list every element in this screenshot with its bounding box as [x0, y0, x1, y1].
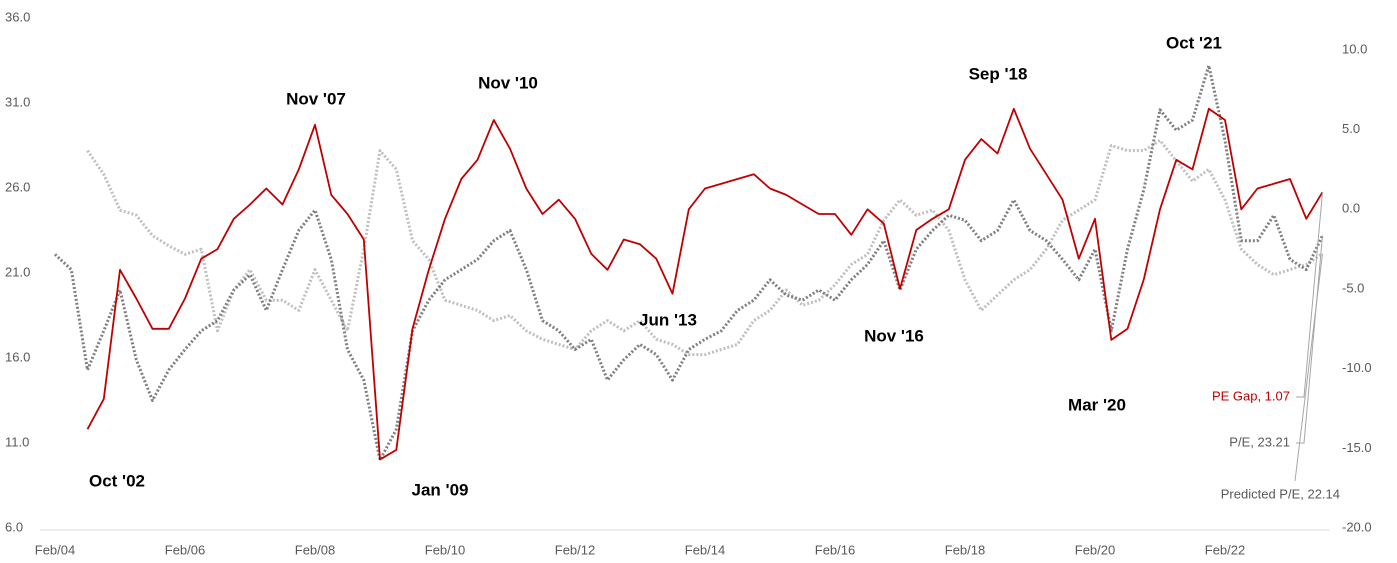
y-tick-label: 21.0 — [5, 264, 30, 279]
leader-line — [1296, 235, 1323, 444]
x-tick-label: Feb/12 — [555, 542, 595, 557]
y-tick-label: 11.0 — [5, 434, 29, 449]
leader-line — [1296, 192, 1323, 398]
y-tick-label: 36.0 — [5, 9, 30, 24]
annotation: Nov '07 — [286, 89, 346, 108]
y2-tick-label: -10.0 — [1342, 360, 1372, 375]
leader-line — [1294, 253, 1323, 482]
x-tick-label: Feb/06 — [165, 542, 205, 557]
annotation: Jan '09 — [412, 480, 469, 499]
annotation: Nov '10 — [478, 73, 538, 92]
x-tick-label: Feb/16 — [815, 542, 855, 557]
x-tick-label: Feb/22 — [1205, 542, 1245, 557]
series-line — [53, 64, 1324, 462]
y2-tick-label: -5.0 — [1342, 280, 1364, 295]
annotation: Mar '20 — [1068, 395, 1126, 414]
y2-tick-label: 10.0 — [1342, 41, 1367, 56]
annotation: Sep '18 — [969, 64, 1028, 83]
x-tick-label: Feb/08 — [295, 542, 335, 557]
x-tick-label: Feb/04 — [35, 542, 75, 557]
x-tick-label: Feb/20 — [1075, 542, 1115, 557]
series-end-label: P/E, 23.21 — [1229, 434, 1290, 449]
annotation: Nov '16 — [864, 326, 924, 345]
y-tick-label: 16.0 — [5, 349, 30, 364]
y2-tick-label: 0.0 — [1342, 201, 1360, 216]
annotation: Jun '13 — [639, 310, 697, 329]
y2-tick-label: 5.0 — [1342, 121, 1360, 136]
y-tick-label: 31.0 — [5, 94, 30, 109]
y-tick-label: 26.0 — [5, 179, 30, 194]
y2-tick-label: -20.0 — [1342, 519, 1372, 534]
annotation: Oct '21 — [1166, 33, 1222, 52]
series-end-label: Predicted P/E, 22.14 — [1221, 486, 1340, 501]
x-tick-label: Feb/14 — [685, 542, 725, 557]
x-tick-label: Feb/18 — [945, 542, 985, 557]
y2-tick-label: -15.0 — [1342, 440, 1372, 455]
series-line — [86, 138, 1324, 357]
x-tick-label: Feb/10 — [425, 542, 465, 557]
y-tick-label: 6.0 — [5, 519, 23, 534]
annotation: Oct '02 — [89, 471, 145, 490]
series-line — [86, 107, 1324, 461]
series-end-label: PE Gap, 1.07 — [1212, 388, 1290, 403]
